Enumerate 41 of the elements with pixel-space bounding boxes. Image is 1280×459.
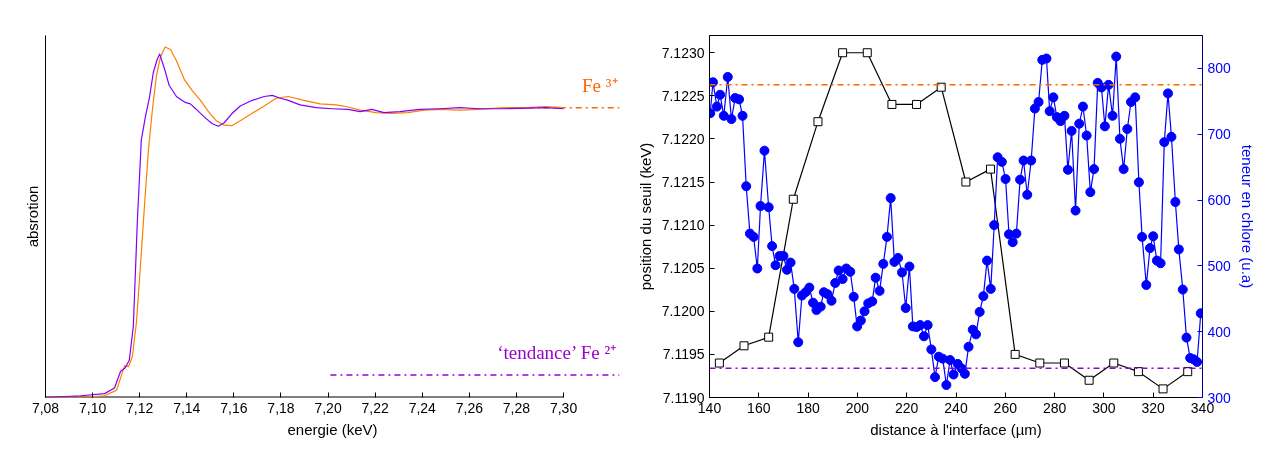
x-tick-label: 320 [1141,399,1166,416]
y2-tick-label: 600 [1207,192,1232,209]
y-tick-label: 7.1200 [661,303,705,320]
x-tick-label: 7,08 [31,399,60,416]
y2-tick-label: 700 [1207,126,1232,143]
x-tick-label: 160 [747,399,771,416]
x-tick-label: 280 [1042,399,1067,416]
y-tick-label: 7.1195 [662,346,705,363]
y-tick-label: 7.1220 [661,130,705,147]
x-tick-label: 7,30 [549,399,578,416]
y2-tick-label: 400 [1207,323,1232,340]
x-tick-label: 7,28 [502,399,531,416]
y-axis-title: position du seuil (keV) [636,142,654,291]
x-tick-label: 260 [993,399,1018,416]
y-tick-label: 7.1225 [661,87,705,104]
x-tick-label: 220 [895,399,919,416]
x-tick-label: 300 [1092,399,1116,416]
x-tick-label: 7,26 [455,399,484,416]
x-tick-label: 240 [944,399,968,416]
x-axis-title: energie (keV) [287,420,378,438]
x-tick-label: 7,12 [126,399,154,416]
x-tick-label: 7,18 [267,399,295,416]
y2-tick-label: 500 [1207,257,1232,274]
y-tick-label: 7.1210 [661,217,705,234]
x-tick-label: 7,22 [361,399,390,416]
x-tick-label: 7,24 [408,399,437,416]
ref-line-label: ‘tendance’ Fe ²⁺ [497,342,617,364]
x-tick-label: 7,10 [78,399,107,416]
x-tick-label: 7,20 [314,399,342,416]
y2-axis-title: teneur en chlore (u.a) [1238,144,1256,289]
y-tick-label: 7.1205 [661,260,705,277]
x-tick-label: 7,16 [220,399,248,416]
x-tick-label: 200 [845,399,870,416]
y-axis-title: absrotion [23,185,41,248]
y2-tick-label: 800 [1207,60,1232,77]
y-tick-label: 7.1215 [661,174,705,191]
x-tick-label: 180 [796,399,820,416]
x-axis-title: distance à l'interface (µm) [870,420,1042,438]
ref-line-label: Fe ³⁺ [582,74,618,96]
x-tick-label: 7,14 [173,399,201,416]
y-tick-label: 7.1230 [661,44,705,61]
